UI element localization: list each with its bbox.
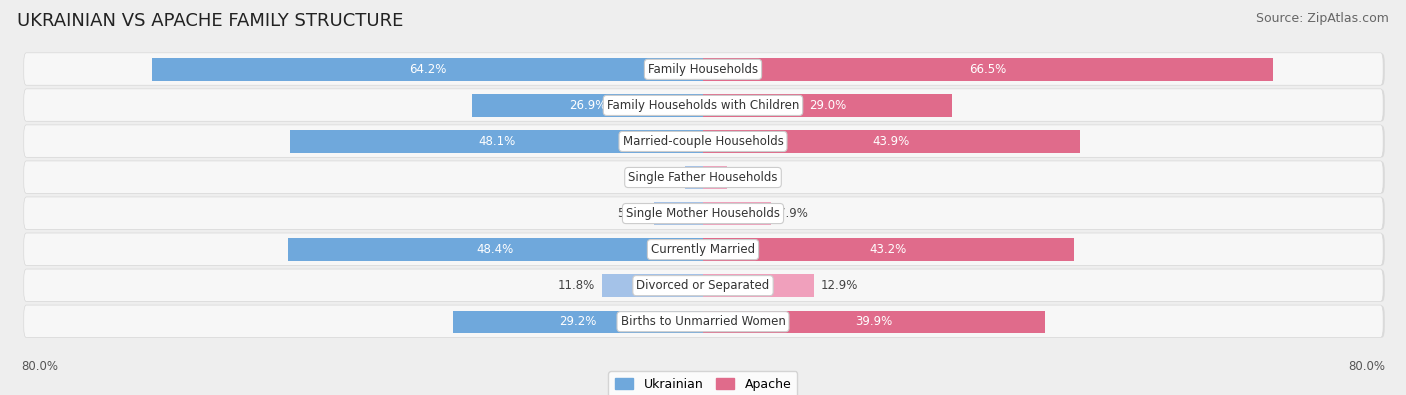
Text: Family Households with Children: Family Households with Children [607,99,799,112]
FancyBboxPatch shape [25,53,1385,85]
Legend: Ukrainian, Apache: Ukrainian, Apache [609,371,797,395]
Text: 39.9%: 39.9% [855,315,893,328]
Text: 80.0%: 80.0% [21,359,58,372]
Bar [703,275,814,297]
Text: 26.9%: 26.9% [569,99,606,112]
Text: 5.7%: 5.7% [617,207,647,220]
Text: 2.8%: 2.8% [734,171,763,184]
FancyBboxPatch shape [25,270,1385,301]
FancyBboxPatch shape [24,89,1384,121]
Bar [152,58,703,81]
Bar [288,239,703,261]
FancyBboxPatch shape [25,198,1385,229]
Bar [703,130,1080,152]
Bar [703,94,952,117]
Text: 29.2%: 29.2% [560,315,596,328]
Bar [291,130,703,152]
FancyBboxPatch shape [25,162,1385,194]
FancyBboxPatch shape [24,53,1384,85]
Text: Single Father Households: Single Father Households [628,171,778,184]
FancyBboxPatch shape [24,125,1384,157]
Bar [703,239,1074,261]
Text: 43.2%: 43.2% [870,243,907,256]
FancyBboxPatch shape [24,269,1384,301]
Text: 66.5%: 66.5% [970,63,1007,76]
Text: 11.8%: 11.8% [558,279,595,292]
FancyBboxPatch shape [25,234,1385,265]
Text: 48.1%: 48.1% [478,135,516,148]
FancyBboxPatch shape [24,161,1384,194]
Bar [703,58,1274,81]
Text: 7.9%: 7.9% [778,207,807,220]
Text: 12.9%: 12.9% [821,279,858,292]
FancyBboxPatch shape [24,305,1384,338]
FancyBboxPatch shape [25,126,1385,157]
FancyBboxPatch shape [25,306,1385,338]
Text: 80.0%: 80.0% [1348,359,1385,372]
FancyBboxPatch shape [25,90,1385,121]
Text: Births to Unmarried Women: Births to Unmarried Women [620,315,786,328]
FancyBboxPatch shape [24,197,1384,229]
Bar [602,275,703,297]
Text: Currently Married: Currently Married [651,243,755,256]
Text: Source: ZipAtlas.com: Source: ZipAtlas.com [1256,12,1389,25]
Text: 2.1%: 2.1% [648,171,678,184]
Text: 43.9%: 43.9% [873,135,910,148]
Bar [453,310,703,333]
Bar [685,166,703,189]
Text: Married-couple Households: Married-couple Households [623,135,783,148]
Bar [472,94,703,117]
Bar [654,202,703,225]
Bar [703,166,727,189]
FancyBboxPatch shape [24,233,1384,265]
Text: 29.0%: 29.0% [808,99,846,112]
Text: 64.2%: 64.2% [409,63,446,76]
Text: Family Households: Family Households [648,63,758,76]
Text: 48.4%: 48.4% [477,243,515,256]
Text: UKRAINIAN VS APACHE FAMILY STRUCTURE: UKRAINIAN VS APACHE FAMILY STRUCTURE [17,12,404,30]
Text: Single Mother Households: Single Mother Households [626,207,780,220]
Bar [703,310,1045,333]
Text: Divorced or Separated: Divorced or Separated [637,279,769,292]
Bar [703,202,770,225]
